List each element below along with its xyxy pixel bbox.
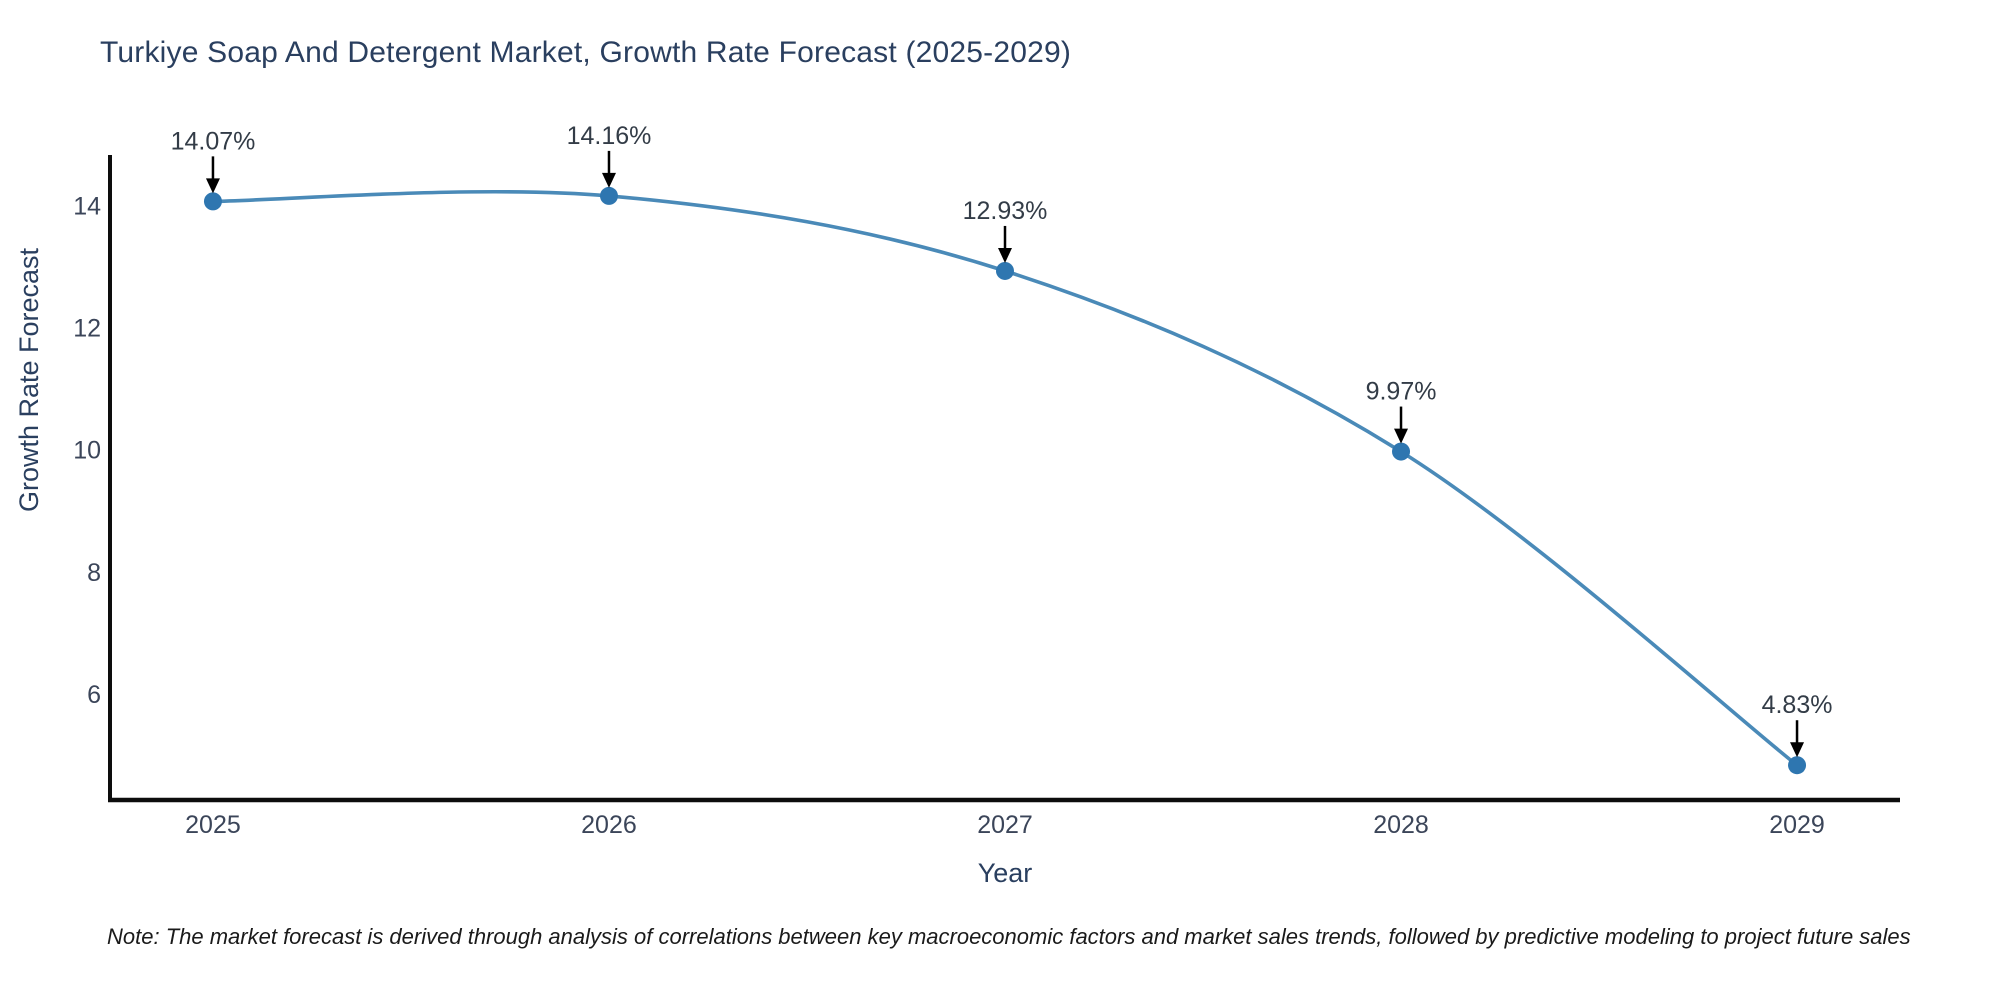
x-tick-2028: 2028	[1373, 811, 1429, 839]
annotation-arrowhead-2029	[1790, 742, 1805, 758]
data-point-2026[interactable]	[599, 186, 618, 205]
annotation-arrowhead-2026	[601, 172, 616, 188]
x-tick-2025: 2025	[185, 811, 241, 839]
y-tick-10: 10	[73, 437, 101, 465]
x-tick-2029: 2029	[1769, 811, 1825, 839]
annotation-arrowhead-2028	[1394, 428, 1409, 444]
footnote: Note: The market forecast is derived thr…	[107, 924, 1911, 949]
growth-rate-line	[211, 189, 1799, 767]
x-tick-2026: 2026	[581, 811, 637, 839]
data-point-2025[interactable]	[203, 192, 222, 211]
data-point-2029[interactable]	[1788, 756, 1807, 775]
y-axis-title: Growth Rate Forecast	[14, 247, 44, 513]
data-point-2027[interactable]	[996, 261, 1014, 280]
x-tick-2027: 2027	[977, 811, 1033, 839]
y-tick-8: 8	[87, 559, 101, 587]
annotation-arrowhead-2027	[998, 247, 1012, 263]
annotation-label-2029: 4.83%	[1762, 691, 1833, 719]
chart-title: Turkiye Soap And Detergent Market, Growt…	[100, 36, 1072, 69]
annotation-label-2026: 14.16%	[567, 122, 652, 150]
x-axis-title: Year	[977, 858, 1033, 888]
annotation-label-2025: 14.07%	[171, 127, 256, 155]
annotation-label-2027: 12.93%	[963, 197, 1048, 225]
annotation-label-2028: 9.97%	[1366, 378, 1437, 406]
annotation-arrowhead-2025	[205, 178, 220, 194]
y-tick-6: 6	[87, 681, 101, 709]
y-tick-12: 12	[73, 315, 101, 343]
data-point-2028[interactable]	[1392, 442, 1411, 461]
y-tick-14: 14	[73, 193, 101, 221]
